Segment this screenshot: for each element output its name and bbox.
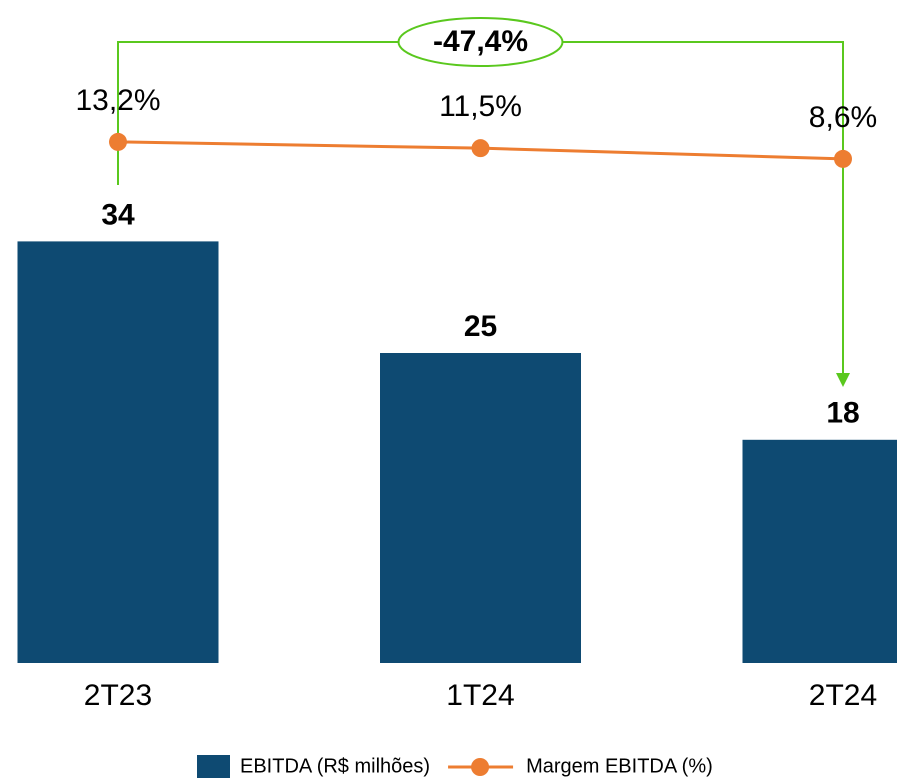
annotation: -47,4% [433,25,528,58]
line-value-label: 13,2% [75,84,160,117]
bar [17,241,219,663]
x-tick-label: 2T24 [809,679,877,712]
x-tick-label: 1T24 [446,679,514,712]
annotation-ellipse [397,17,564,67]
bar-value-label: 25 [464,310,497,343]
legend-label: Margem EBITDA (%) [526,755,713,777]
x-tick-label: 2T23 [84,679,152,712]
legend-label: EBITDA (R$ milhões) [240,755,430,777]
bar-value-label: 18 [826,397,859,430]
line-point [471,139,490,158]
line-value-label: 11,5% [439,90,522,123]
legend-marker [471,758,490,776]
line-value-label: 8,6% [809,101,877,134]
line-point [834,149,852,168]
bar-value-label: 34 [101,198,135,231]
bracket-arrow [836,373,850,387]
line-point [109,132,127,151]
bar [742,439,897,663]
legend-swatch [197,755,230,778]
bar [380,353,581,663]
change-bracket: -47,4% [117,17,850,387]
